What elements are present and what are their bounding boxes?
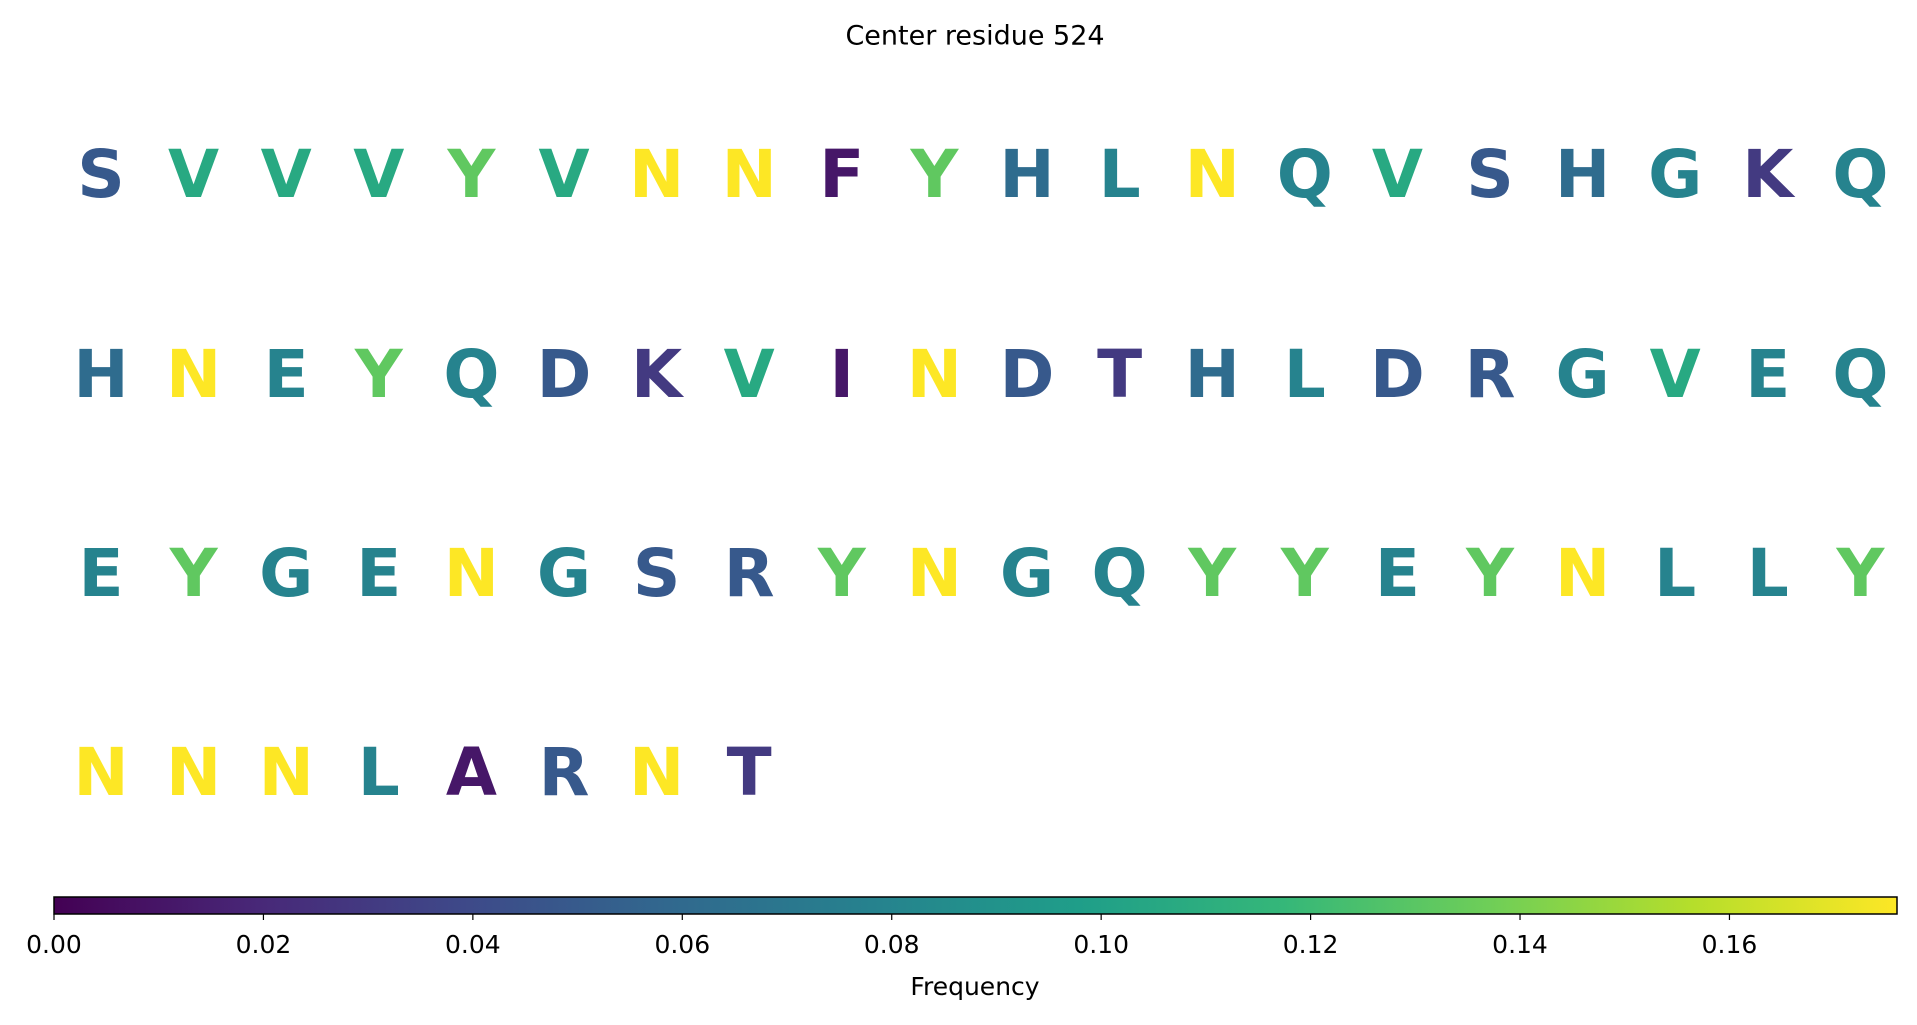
residue-letter: K: [631, 336, 685, 413]
residue-letter: R: [539, 734, 590, 811]
x-tick-label: 0.16: [1702, 930, 1758, 959]
residue-letter: S: [1466, 136, 1514, 213]
residue-letter: N: [166, 734, 221, 811]
residue-letter: N: [1185, 136, 1240, 213]
chart-title: Center residue 524: [845, 21, 1104, 52]
x-tick-label: 0.04: [445, 930, 501, 959]
residue-letter: N: [73, 734, 128, 811]
residue-letter: Y: [354, 336, 404, 413]
residue-letter: Y: [1187, 535, 1237, 612]
residue-letter: V: [1650, 336, 1701, 413]
x-tick-label: 0.12: [1283, 930, 1339, 959]
residue-letter: S: [77, 136, 125, 213]
residue-letter: Y: [1465, 535, 1515, 612]
residue-letter: Y: [910, 136, 960, 213]
residue-letter: N: [907, 336, 962, 413]
residue-letter: N: [629, 136, 684, 213]
residue-letter: N: [259, 734, 314, 811]
residue-letter: G: [1648, 136, 1702, 213]
residue-letter: D: [537, 336, 592, 413]
residue-letter: F: [819, 136, 864, 213]
residue-letter: L: [1654, 535, 1696, 612]
residue-letter: Y: [817, 535, 867, 612]
residue-letter: Q: [1832, 336, 1888, 413]
residue-letter: Q: [1092, 535, 1148, 612]
residue-letter: E: [356, 535, 401, 612]
colorbar: [53, 896, 1898, 915]
x-tick-label: 0.08: [864, 930, 920, 959]
residue-letter: S: [633, 535, 681, 612]
residue-letter: A: [446, 734, 497, 811]
residue-letter: V: [353, 136, 404, 213]
residue-letter: Y: [169, 535, 219, 612]
residue-letter: L: [1099, 136, 1141, 213]
residue-letter: V: [724, 336, 775, 413]
residue-letter: T: [727, 734, 772, 811]
residue-letter: Y: [1836, 535, 1886, 612]
residue-letter: Q: [1277, 136, 1333, 213]
residue-letter: G: [1556, 336, 1610, 413]
residue-letter: N: [629, 734, 684, 811]
residue-letter: K: [1742, 136, 1796, 213]
residue-letter: V: [1372, 136, 1423, 213]
residue-letter: G: [259, 535, 313, 612]
residue-letter: H: [1185, 336, 1240, 413]
residue-letter: Y: [1280, 535, 1330, 612]
x-tick-label: 0.02: [236, 930, 292, 959]
x-tick-label: 0.00: [26, 930, 82, 959]
residue-letter: N: [907, 535, 962, 612]
residue-letter: T: [1097, 336, 1142, 413]
residue-letter: R: [724, 535, 775, 612]
residue-letter: H: [1555, 136, 1610, 213]
residue-letter: D: [1370, 336, 1425, 413]
residue-letter: V: [261, 136, 312, 213]
residue-letter: E: [1745, 336, 1790, 413]
colorbar-label: Frequency: [910, 972, 1039, 1001]
residue-letter: H: [999, 136, 1054, 213]
residue-letter: R: [1465, 336, 1516, 413]
residue-letter: E: [264, 336, 309, 413]
residue-letter: N: [444, 535, 499, 612]
residue-letter: D: [1000, 336, 1055, 413]
residue-letter: G: [537, 535, 591, 612]
residue-letter: G: [1000, 535, 1054, 612]
residue-letter: Y: [447, 136, 497, 213]
residue-letter: V: [168, 136, 219, 213]
x-tick-label: 0.06: [654, 930, 710, 959]
residue-letter: E: [1375, 535, 1420, 612]
residue-letter: L: [1747, 535, 1789, 612]
residue-letter: N: [1555, 535, 1610, 612]
residue-letter: H: [73, 336, 128, 413]
residue-letter: N: [722, 136, 777, 213]
residue-letter: Q: [1832, 136, 1888, 213]
x-tick-label: 0.10: [1073, 930, 1129, 959]
x-tick-label: 0.14: [1492, 930, 1548, 959]
residue-letter: E: [78, 535, 123, 612]
residue-letter: V: [538, 136, 589, 213]
residue-letter: L: [358, 734, 400, 811]
residue-letter: L: [1284, 336, 1326, 413]
residue-letter: Q: [443, 336, 499, 413]
residue-letter: N: [166, 336, 221, 413]
residue-letter: I: [830, 336, 855, 413]
